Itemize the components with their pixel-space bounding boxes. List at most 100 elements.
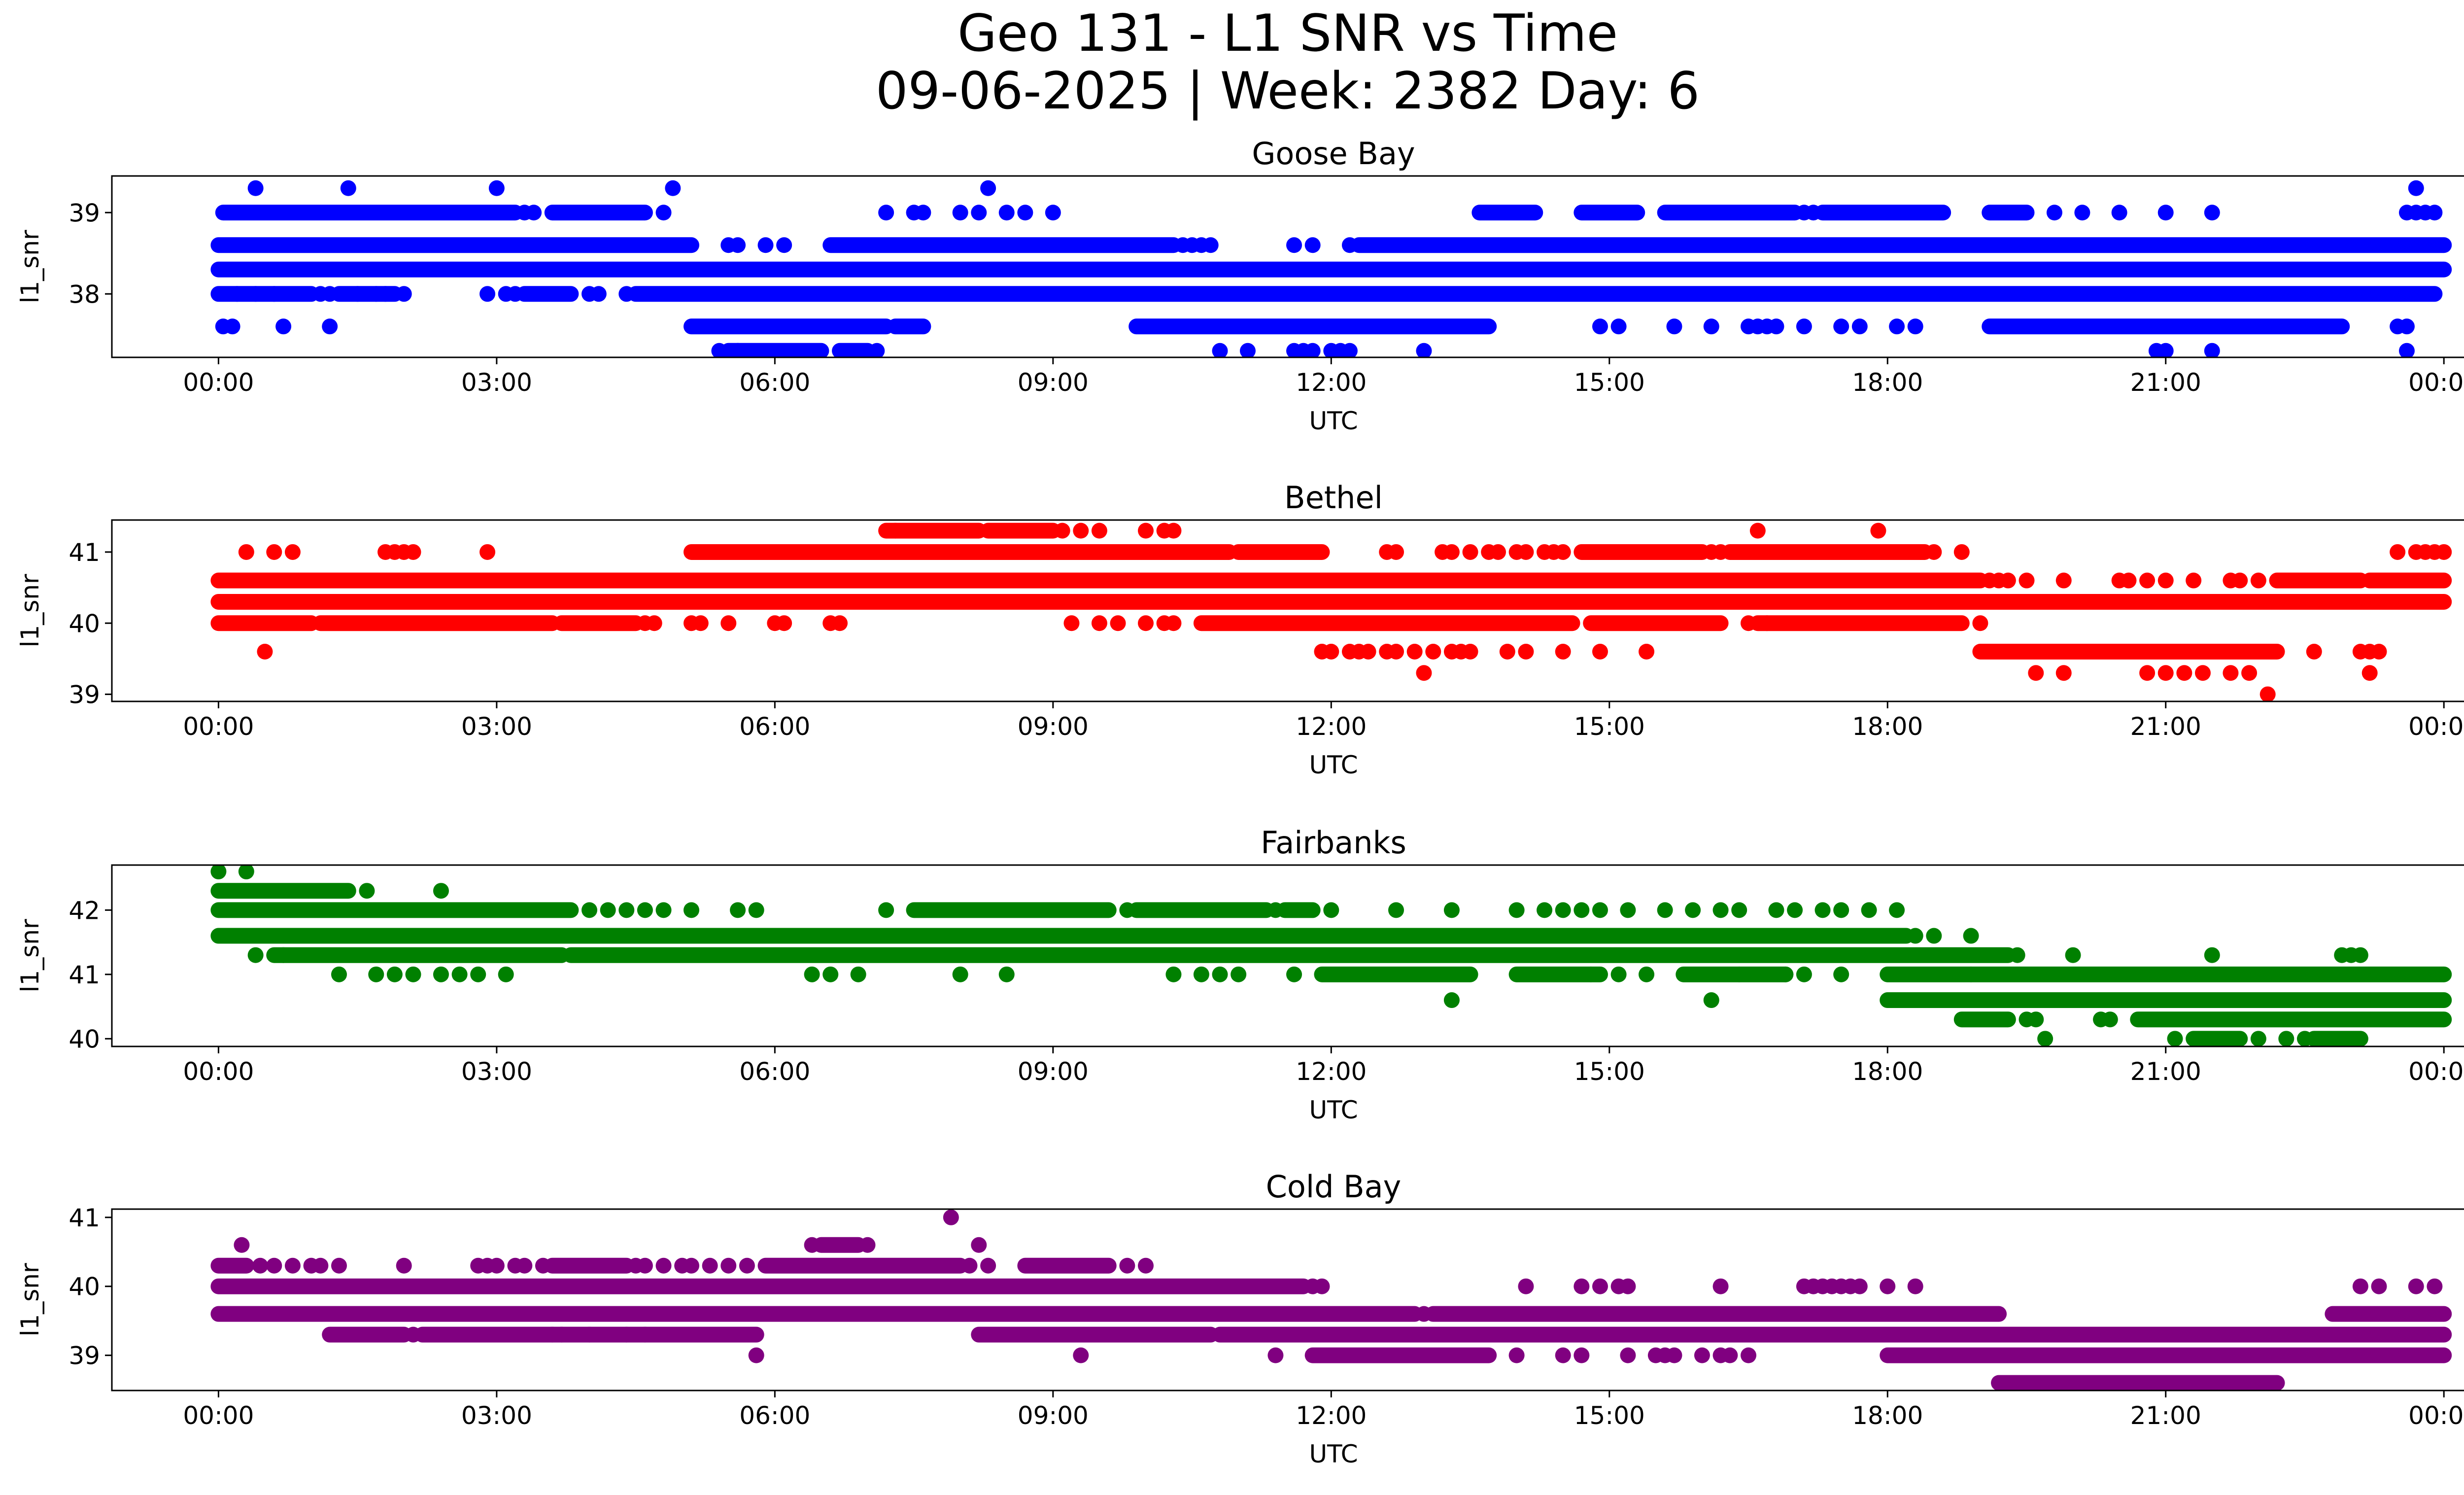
data-point	[1796, 318, 1812, 335]
data-point	[720, 615, 737, 631]
data-point	[776, 237, 792, 253]
data-point	[1694, 1347, 1710, 1363]
data-point	[507, 286, 523, 302]
fairbanks-title: Fairbanks	[1261, 825, 1406, 861]
data-point	[1462, 544, 1478, 560]
data-point	[1592, 643, 1608, 660]
data-point	[1063, 615, 1080, 631]
figure-title-line1: Geo 131 - L1 SNR vs Time	[958, 4, 1618, 63]
cold-bay-y-axis-label: l1_snr	[16, 1263, 44, 1336]
data-point	[1685, 902, 1701, 918]
data-point	[1555, 643, 1571, 660]
x-tick-label: 06:00	[739, 368, 810, 397]
data-point	[832, 615, 848, 631]
data-point	[1889, 902, 1905, 918]
data-point	[1388, 643, 1404, 660]
data-point	[266, 286, 282, 302]
x-tick-label: 15:00	[1574, 1401, 1645, 1430]
y-tick-label: 42	[68, 896, 100, 925]
data-point	[1017, 205, 1033, 221]
data-point	[1073, 522, 1089, 539]
data-point	[859, 1237, 876, 1253]
data-point	[535, 1257, 551, 1274]
cold-bay-points	[210, 1209, 2452, 1391]
data-point	[238, 544, 254, 560]
data-point	[702, 1257, 718, 1274]
data-point	[2371, 1278, 2387, 1294]
x-tick-label: 15:00	[1574, 712, 1645, 741]
data-point	[479, 544, 496, 560]
data-point	[1555, 1347, 1571, 1363]
data-point	[1889, 318, 1905, 335]
data-point	[2028, 665, 2044, 681]
data-point	[2065, 947, 2081, 963]
data-point	[1537, 902, 1553, 918]
data-point	[2121, 572, 2137, 589]
data-point	[322, 318, 338, 335]
data-point	[349, 286, 366, 302]
data-point	[1286, 966, 1302, 982]
fairbanks-subplot: Fairbanks 00:00 03:00 06:00 09:00 12:00 15:00 1…	[16, 825, 2464, 1124]
data-point	[1907, 1278, 1923, 1294]
data-point	[1805, 205, 1821, 221]
data-point	[1880, 1278, 1896, 1294]
data-point	[2408, 180, 2424, 196]
data-point	[1137, 522, 1154, 539]
data-point	[1286, 237, 1302, 253]
data-point	[1323, 643, 1339, 660]
data-point	[776, 615, 792, 631]
x-tick-label: 21:00	[2130, 1057, 2201, 1086]
data-point	[1703, 318, 1719, 335]
x-tick-label: 00:00	[2408, 368, 2464, 397]
data-point	[1731, 902, 1747, 918]
data-point	[1304, 343, 1321, 357]
data-point	[1443, 544, 1460, 560]
data-point	[526, 205, 542, 221]
data-point	[1731, 966, 1747, 982]
data-point	[1165, 615, 1182, 631]
data-point	[998, 966, 1015, 982]
x-tick-label: 00:00	[183, 368, 254, 397]
cold-bay-axes-frame	[111, 1208, 2464, 1391]
cold-bay-subplot: Cold Bay 00:00 03:00 06:00 09:00 12:00 15:00 18…	[16, 1169, 2464, 1468]
data-point	[405, 544, 421, 560]
data-point	[1620, 1278, 1636, 1294]
data-point	[257, 643, 273, 660]
data-point	[1574, 1278, 1590, 1294]
data-point	[1592, 902, 1608, 918]
data-point	[1518, 1278, 1534, 1294]
data-point	[1741, 1347, 1757, 1363]
x-tick-label: 18:00	[1852, 368, 1923, 397]
data-point	[1768, 318, 1784, 335]
data-point	[1267, 902, 1284, 918]
data-point	[1490, 544, 1506, 560]
y-tick-label: 40	[68, 1025, 100, 1053]
data-point	[582, 1326, 598, 1343]
data-point	[2139, 572, 2156, 589]
data-point	[655, 1257, 672, 1274]
data-point	[711, 343, 727, 357]
data-point	[804, 1237, 820, 1253]
data-point	[1231, 966, 1247, 982]
data-point	[683, 1257, 699, 1274]
data-point	[1666, 318, 1682, 335]
data-point	[2157, 343, 2174, 357]
x-tick-label: 00:00	[183, 712, 254, 741]
data-point	[1388, 902, 1404, 918]
data-point	[1592, 1278, 1608, 1294]
data-point	[1508, 1347, 1525, 1363]
data-point	[1861, 902, 1877, 918]
data-point	[266, 544, 282, 560]
data-point	[247, 286, 264, 302]
x-tick-label: 00:00	[2408, 1057, 2464, 1086]
x-tick-label: 06:00	[739, 1401, 810, 1430]
data-point	[275, 318, 292, 335]
cold-bay-x-axis-label: UTC	[1309, 1440, 1358, 1468]
data-point	[488, 1257, 505, 1274]
x-tick-label: 06:00	[739, 1057, 810, 1086]
data-point	[1703, 992, 1719, 1008]
data-point	[1406, 643, 1423, 660]
data-point	[2296, 1031, 2313, 1046]
data-point	[247, 180, 264, 196]
x-tick-label: 03:00	[461, 368, 532, 397]
